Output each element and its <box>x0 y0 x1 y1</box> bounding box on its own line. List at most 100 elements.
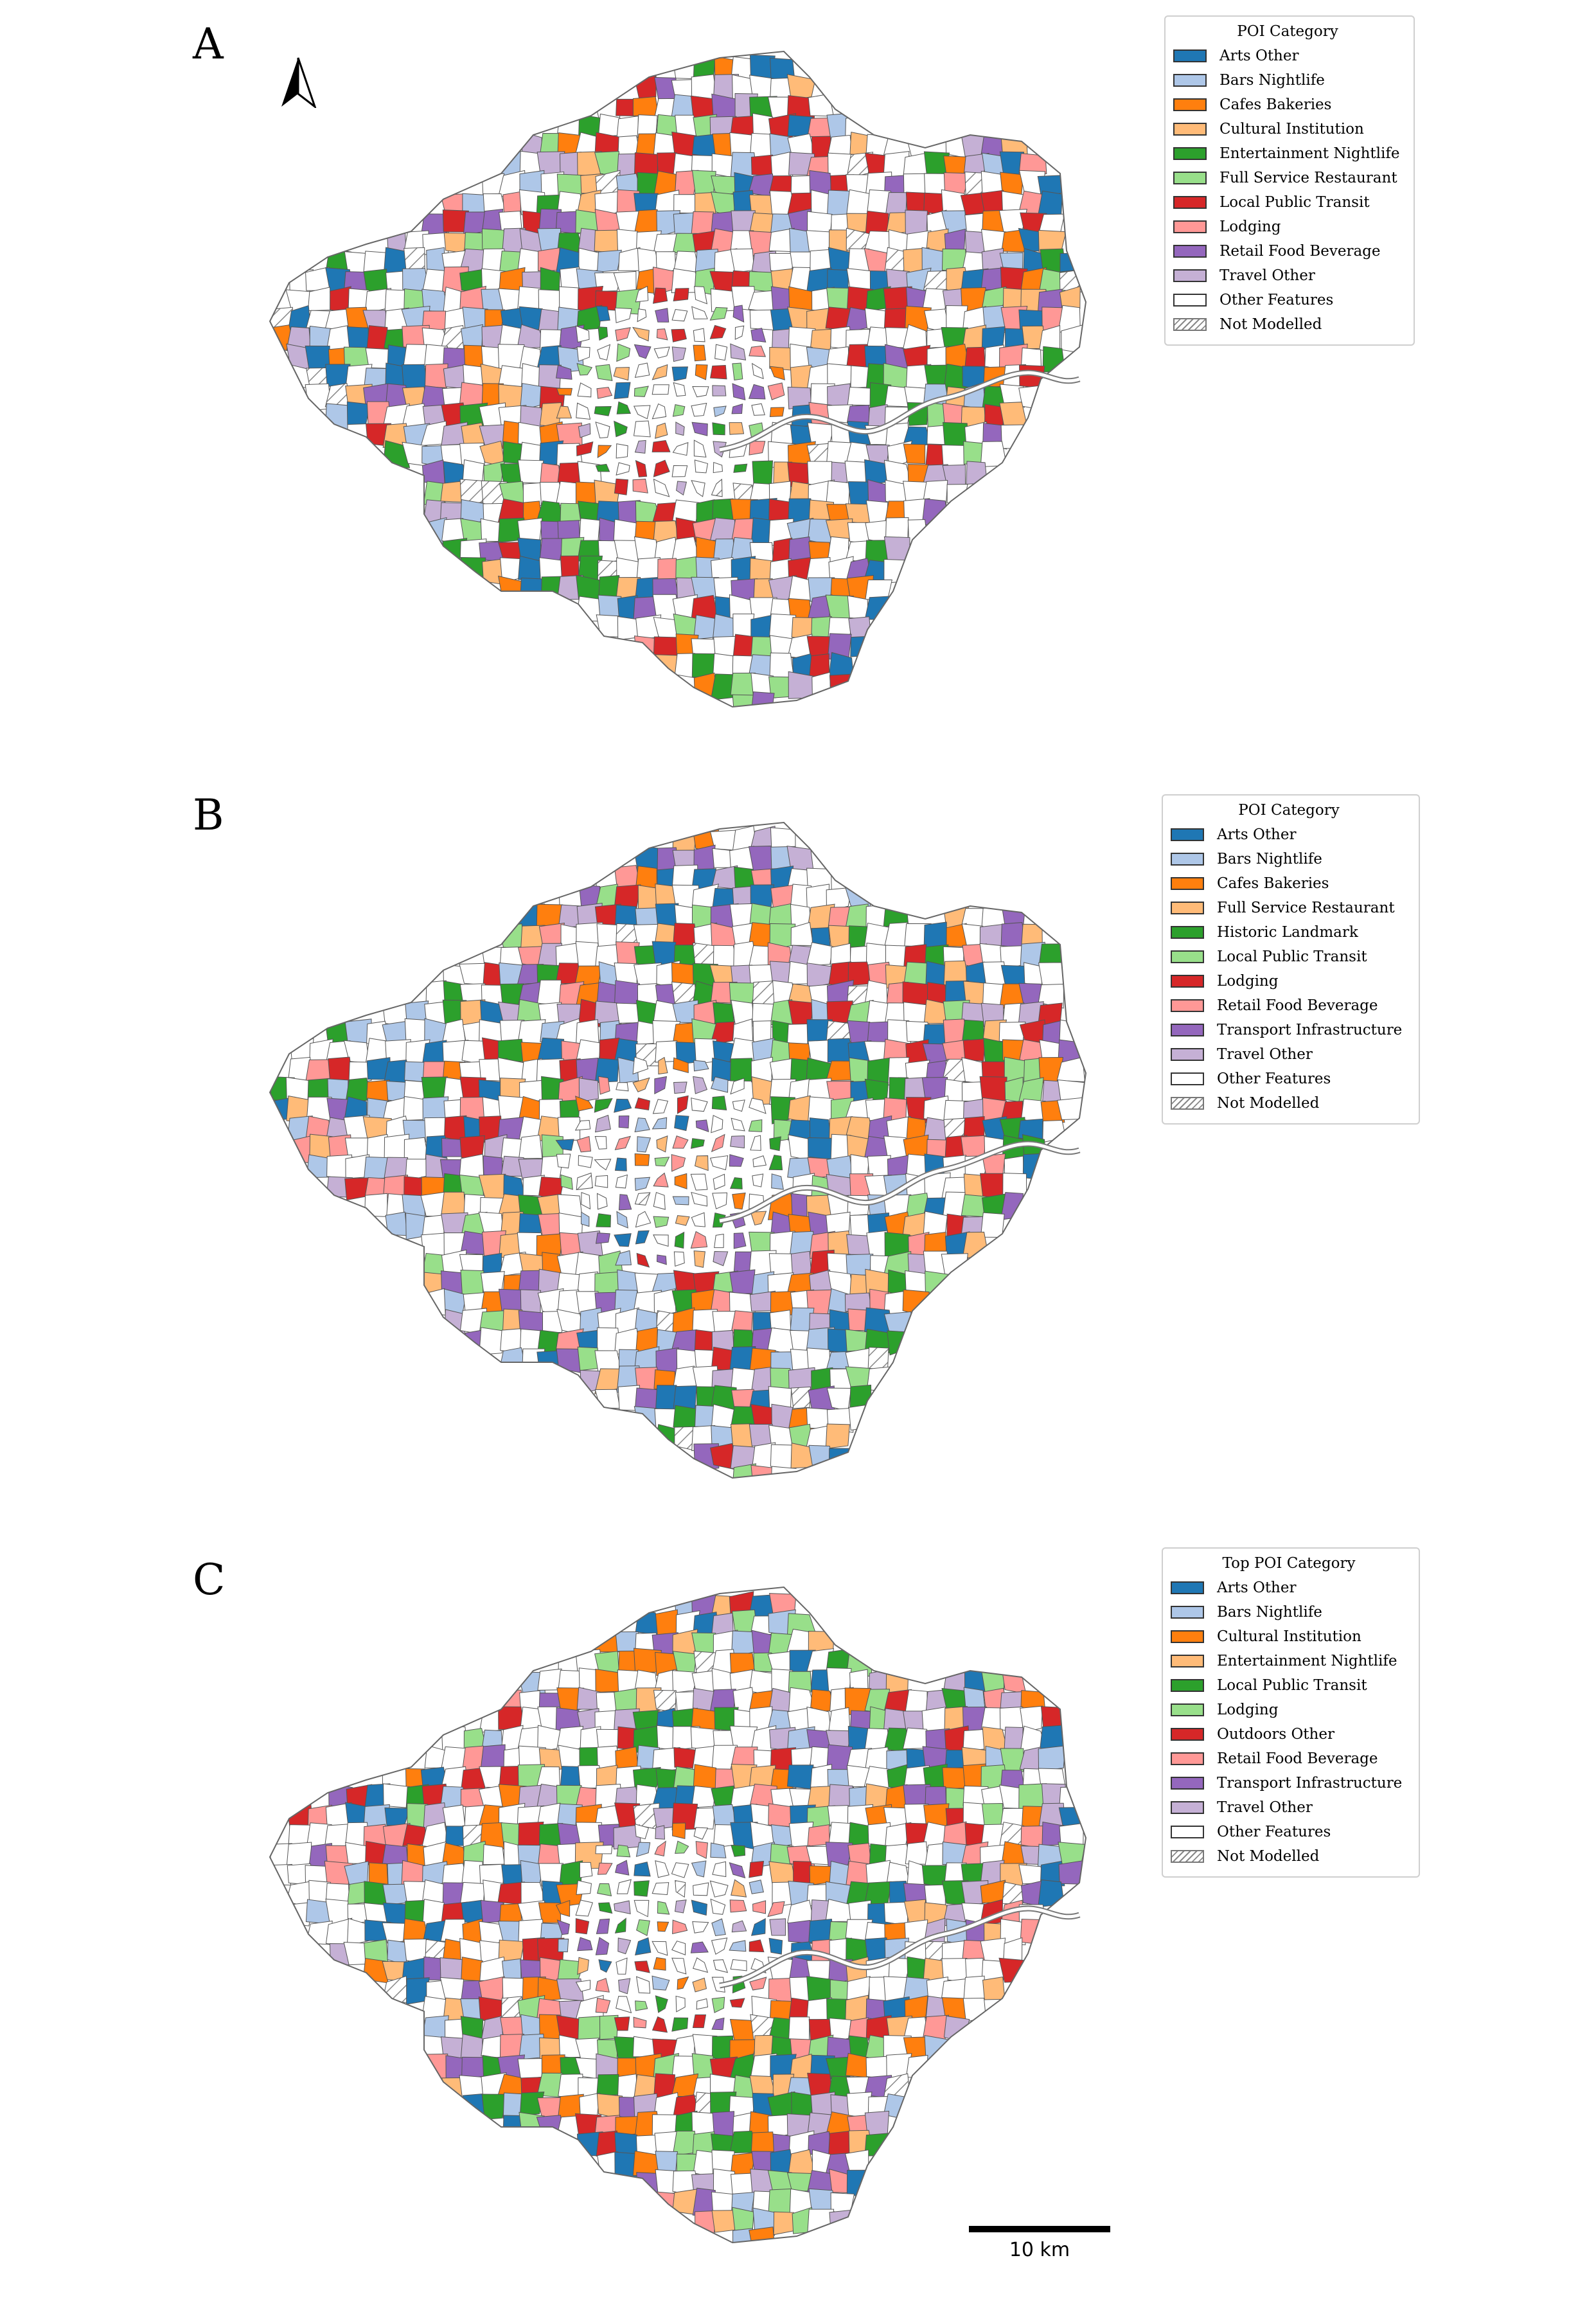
ward-polygon <box>384 1807 411 1826</box>
legend-label: Outdoors Other <box>1217 1726 1334 1743</box>
ward-polygon <box>695 1119 709 1133</box>
ward-polygon <box>654 1157 670 1167</box>
legend-label: Lodging <box>1217 1702 1279 1718</box>
legend-swatch <box>1173 98 1207 111</box>
ward-polygon <box>517 517 543 541</box>
ward-polygon <box>536 979 562 1005</box>
ward-polygon <box>711 1937 728 1955</box>
ward-polygon <box>710 364 727 380</box>
ward-polygon <box>635 1976 651 1994</box>
ward-polygon <box>481 2094 506 2120</box>
ward-polygon <box>653 459 670 477</box>
map <box>269 1586 1087 2244</box>
ward-polygon <box>749 1977 767 1991</box>
ward-polygon <box>636 1252 650 1268</box>
ward-polygon <box>750 1211 767 1226</box>
ward-polygon <box>635 285 649 303</box>
legend-label: Other Features <box>1217 1824 1331 1840</box>
ward-polygon <box>675 1899 687 1914</box>
ward-polygon <box>749 384 766 400</box>
ward-polygon <box>675 1840 689 1854</box>
ward-polygon <box>711 2017 725 2031</box>
ward-polygon <box>693 344 706 362</box>
ward-polygon <box>729 2019 755 2041</box>
ward-polygon <box>709 325 727 339</box>
ward-polygon <box>675 422 685 436</box>
ward-polygon <box>614 307 632 323</box>
ward-polygon <box>729 1269 756 1295</box>
ward-polygon <box>597 344 611 360</box>
ward-polygon <box>732 1099 745 1112</box>
ward-polygon <box>690 1138 705 1149</box>
legend-swatch <box>1171 1581 1204 1594</box>
legend-item: Travel Other <box>1173 263 1402 288</box>
ward-polygon <box>730 1959 747 1971</box>
ward-polygon <box>671 1941 686 1956</box>
legend-item: Travel Other <box>1171 1795 1407 1820</box>
legend-item: Full Service Restaurant <box>1173 166 1402 190</box>
legend: Top POI Category Arts Other Bars Nightlif… <box>1162 1547 1420 1878</box>
ward-polygon <box>711 1096 727 1110</box>
ward-polygon <box>656 328 668 341</box>
legend-item: Travel Other <box>1171 1042 1407 1067</box>
ward-polygon <box>581 1211 590 1227</box>
ward-polygon <box>903 443 926 464</box>
ward-polygon <box>652 1882 669 1896</box>
ward-polygon <box>923 921 948 949</box>
ward-polygon <box>633 420 651 438</box>
legend-item: Entertainment Nightlife <box>1171 1649 1407 1673</box>
ward-polygon <box>637 308 647 323</box>
scale-bar-line <box>969 2226 1110 2232</box>
ward-polygon <box>672 1919 688 1935</box>
ward-polygon <box>658 1056 668 1075</box>
ward-polygon <box>657 1921 669 1932</box>
legend-item: Not Modelled <box>1173 312 1402 337</box>
ward-polygon <box>752 1900 767 1914</box>
ward-polygon <box>709 307 728 321</box>
ward-polygon <box>732 1463 757 1478</box>
ward-polygon <box>672 404 686 417</box>
ward-polygon <box>846 1234 870 1256</box>
ward-polygon <box>385 1211 408 1236</box>
ward-polygon <box>594 1114 611 1133</box>
legend-items: Arts Other Bars Nightlife Cafes Bakeries Cu… <box>1173 44 1402 337</box>
ward-polygon <box>731 1920 747 1933</box>
ward-polygon <box>632 326 650 342</box>
ward-polygon <box>578 1078 599 1103</box>
ward-polygon <box>692 1977 707 1993</box>
legend-swatch <box>1173 147 1207 160</box>
ward-polygon <box>595 422 610 439</box>
legend-items: Arts Other Bars Nightlife Cafes Bakeries Fu… <box>1171 822 1407 1116</box>
ward-polygon <box>691 1191 708 1207</box>
ward-polygon <box>752 980 776 1007</box>
legend-label: Lodging <box>1217 973 1279 990</box>
ward-polygon <box>711 1115 723 1134</box>
ward-polygon <box>634 1117 650 1133</box>
ward-polygon <box>618 1194 632 1211</box>
ward-polygon <box>595 1978 610 1993</box>
ward-polygon <box>579 2092 601 2116</box>
ward-polygon <box>577 1937 593 1952</box>
legend-label: Travel Other <box>1217 1799 1313 1816</box>
ward-polygon <box>596 1232 610 1244</box>
ward-polygon <box>713 1251 729 1267</box>
ward-polygon <box>732 1192 746 1210</box>
legend-item: Other Features <box>1173 288 1402 312</box>
ward-polygon <box>887 1330 912 1356</box>
ward-polygon <box>692 386 709 398</box>
ward-polygon <box>714 344 728 361</box>
ward-polygon <box>1020 1919 1047 1946</box>
ward-polygon <box>767 1901 785 1917</box>
ward-polygon <box>750 1464 772 1478</box>
ward-polygon <box>675 1995 686 2013</box>
ward-polygon <box>616 1082 629 1092</box>
ward-polygon <box>711 1134 725 1153</box>
legend-item: Cultural Institution <box>1173 117 1402 141</box>
ward-polygon <box>731 1879 747 1898</box>
ward-polygon <box>867 1057 891 1083</box>
ward-polygon <box>634 1177 651 1191</box>
river-thames-fill <box>719 371 1080 452</box>
ward-polygon <box>578 1155 593 1168</box>
ward-polygon <box>575 1980 591 1992</box>
ward-polygon <box>672 1822 686 1840</box>
